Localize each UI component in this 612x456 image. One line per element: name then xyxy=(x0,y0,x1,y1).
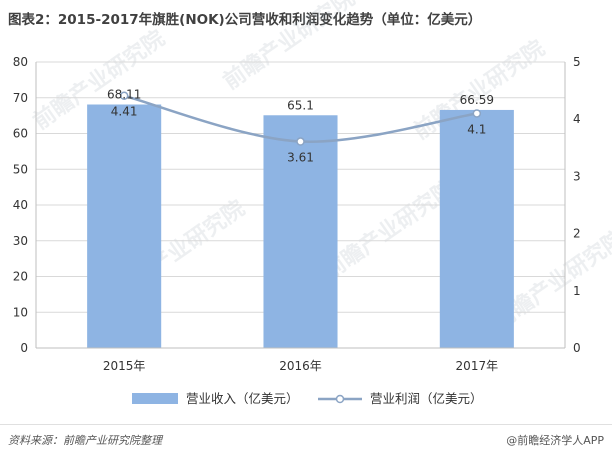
watermark-text: 前瞻产业研究院 xyxy=(319,175,460,285)
legend-line-label: 营业利润（亿美元） xyxy=(370,391,483,406)
brand-credit: @前瞻经济学人APP xyxy=(506,434,604,447)
y-tick-label: 60 xyxy=(13,127,28,141)
bar-value-label: 66.59 xyxy=(460,93,494,107)
y2-tick-label: 5 xyxy=(573,55,581,69)
y-tick-label: 40 xyxy=(13,198,28,212)
axes: 0 10 20 30 40 50 60 70 80 0 1 2 3 4 5 2015年 2016年 2017年 xyxy=(13,55,581,373)
source-note: 资料来源：前瞻产业研究院整理 xyxy=(8,434,162,447)
y2-tick-label: 4 xyxy=(573,112,581,126)
line-value-label: 4.1 xyxy=(467,122,486,136)
bar xyxy=(439,109,514,348)
legend-line-marker xyxy=(335,394,345,404)
legend: 营业收入（亿美元） 营业利润（亿美元） xyxy=(132,391,483,406)
data-labels: 68.11 65.1 66.59 4.41 3.61 4.1 xyxy=(107,88,494,165)
y-tick-label: 30 xyxy=(13,234,28,248)
chart-title: 图表2：2015-2017年旗胜(NOK)公司营收和利润变化趋势（单位：亿美元） xyxy=(8,12,482,28)
y-tick-label: 70 xyxy=(13,91,28,105)
x-tick-label: 2016年 xyxy=(279,359,322,373)
bar-series xyxy=(87,104,514,349)
y2-tick-label: 2 xyxy=(573,227,581,241)
y-tick-label: 20 xyxy=(13,270,28,284)
y2-tick-label: 0 xyxy=(573,341,581,355)
bar xyxy=(263,115,338,348)
profit-point xyxy=(296,137,305,146)
line-series xyxy=(119,91,482,146)
footer-divider xyxy=(0,424,612,425)
line-value-label: 3.61 xyxy=(287,151,314,165)
y-tick-label: 50 xyxy=(13,162,28,176)
y-tick-label: 0 xyxy=(20,341,28,355)
watermark-text: 前瞻产业研究院 xyxy=(219,0,360,95)
bar-value-label: 68.11 xyxy=(107,88,141,102)
y2-tick-label: 3 xyxy=(573,169,581,183)
y2-tick-label: 1 xyxy=(573,284,581,298)
bar-value-label: 65.1 xyxy=(287,98,314,112)
profit-point xyxy=(119,91,129,100)
y-tick-label: 10 xyxy=(13,305,28,319)
legend-bar-label: 营业收入（亿美元） xyxy=(186,391,299,406)
bar xyxy=(87,104,162,349)
y-tick-label: 80 xyxy=(13,55,28,69)
line-value-label: 4.41 xyxy=(111,105,138,119)
x-tick-label: 2015年 xyxy=(103,359,146,373)
legend-bar-swatch xyxy=(132,393,178,404)
x-tick-label: 2017年 xyxy=(456,359,499,373)
profit-point xyxy=(472,109,482,118)
